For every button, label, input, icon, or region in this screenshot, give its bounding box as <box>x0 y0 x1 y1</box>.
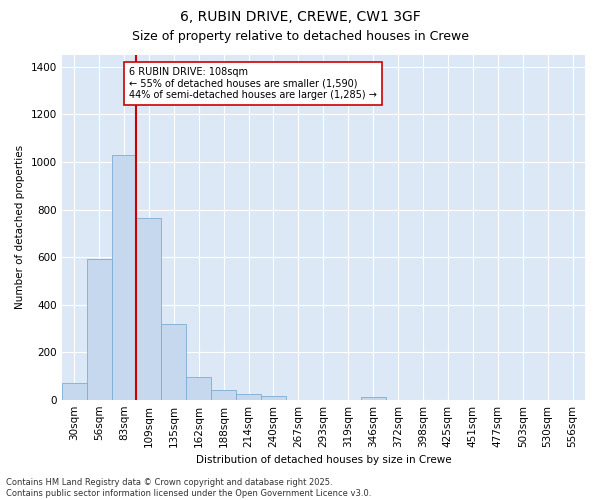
Bar <box>361 397 386 400</box>
Bar <box>236 394 261 400</box>
Bar <box>211 390 236 400</box>
Text: 6, RUBIN DRIVE, CREWE, CW1 3GF: 6, RUBIN DRIVE, CREWE, CW1 3GF <box>179 10 421 24</box>
Text: 6 RUBIN DRIVE: 108sqm
← 55% of detached houses are smaller (1,590)
44% of semi-d: 6 RUBIN DRIVE: 108sqm ← 55% of detached … <box>129 67 377 100</box>
Bar <box>261 396 286 400</box>
Bar <box>86 260 112 400</box>
Bar <box>186 377 211 400</box>
Text: Size of property relative to detached houses in Crewe: Size of property relative to detached ho… <box>131 30 469 43</box>
Y-axis label: Number of detached properties: Number of detached properties <box>15 146 25 310</box>
Bar <box>62 383 86 400</box>
X-axis label: Distribution of detached houses by size in Crewe: Distribution of detached houses by size … <box>196 455 451 465</box>
Bar <box>136 218 161 400</box>
Text: Contains HM Land Registry data © Crown copyright and database right 2025.
Contai: Contains HM Land Registry data © Crown c… <box>6 478 371 498</box>
Bar <box>161 324 186 400</box>
Bar <box>112 155 136 400</box>
